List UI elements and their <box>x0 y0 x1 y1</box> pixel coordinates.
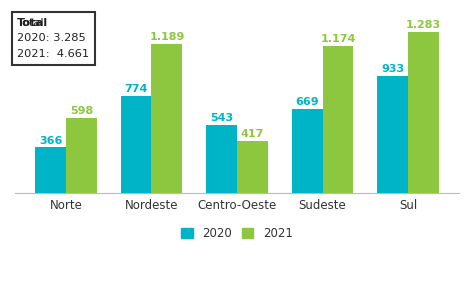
Text: 1.174: 1.174 <box>320 34 356 44</box>
Text: 933: 933 <box>381 64 404 74</box>
Bar <box>408 32 439 193</box>
Bar <box>35 147 66 193</box>
Text: 1.283: 1.283 <box>406 20 441 30</box>
Text: 774: 774 <box>124 84 148 94</box>
Bar <box>322 46 353 193</box>
Text: 417: 417 <box>241 129 264 139</box>
Bar <box>206 125 237 193</box>
Text: 366: 366 <box>39 135 62 145</box>
Bar <box>292 110 322 193</box>
Bar <box>152 44 182 193</box>
Bar <box>121 96 152 193</box>
Text: 543: 543 <box>210 113 233 123</box>
Bar <box>237 141 268 193</box>
Text: 1.189: 1.189 <box>149 32 184 42</box>
Bar <box>66 118 97 193</box>
Text: Total: Total <box>17 18 48 28</box>
Legend: 2020, 2021: 2020, 2021 <box>176 222 298 245</box>
Text: 669: 669 <box>295 98 319 107</box>
Bar <box>377 76 408 193</box>
Text: Total
2020: 3.285
2021:  4.661: Total 2020: 3.285 2021: 4.661 <box>17 18 89 59</box>
Text: 598: 598 <box>70 106 93 117</box>
